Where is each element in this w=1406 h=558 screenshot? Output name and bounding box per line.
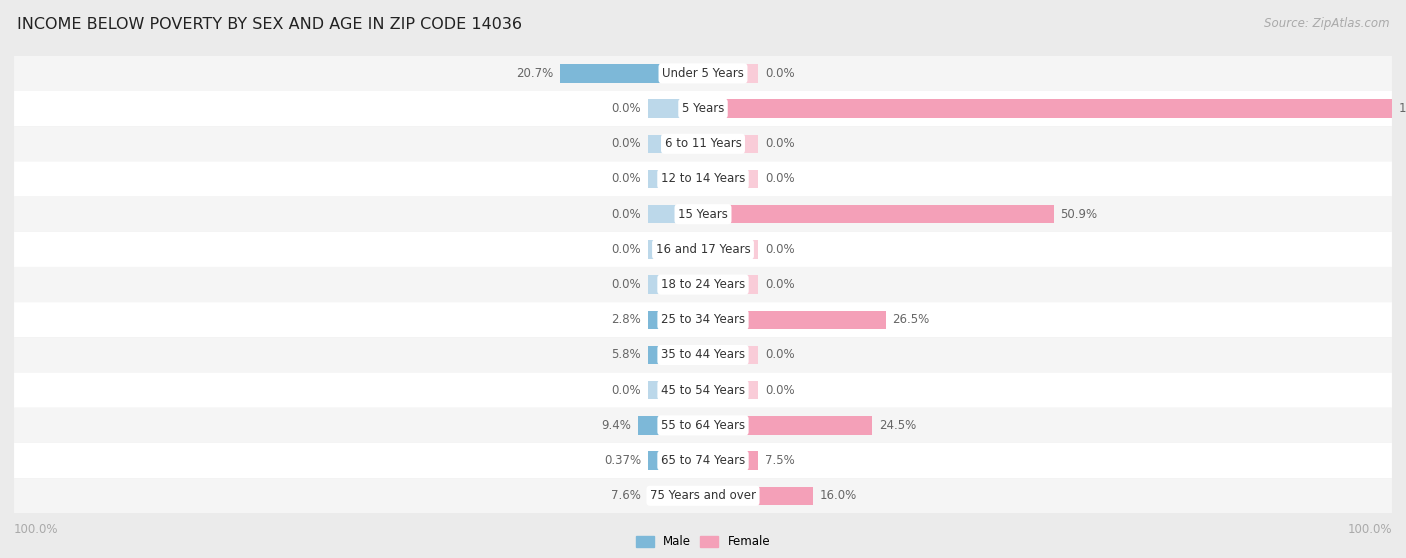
Bar (703, 381, 758, 400)
Text: 100.0%: 100.0% (14, 523, 59, 536)
Bar (703, 311, 886, 329)
Bar (648, 276, 703, 294)
Text: 100.0%: 100.0% (1347, 523, 1392, 536)
Bar (703, 416, 872, 435)
Text: 0.0%: 0.0% (612, 208, 641, 220)
Bar (648, 240, 703, 258)
Text: 0.0%: 0.0% (765, 384, 794, 397)
Text: 25 to 34 Years: 25 to 34 Years (661, 313, 745, 326)
Bar (638, 416, 703, 435)
Text: 20.7%: 20.7% (516, 67, 554, 80)
FancyBboxPatch shape (14, 443, 1392, 478)
FancyBboxPatch shape (14, 232, 1392, 267)
FancyBboxPatch shape (14, 56, 1392, 91)
Text: Source: ZipAtlas.com: Source: ZipAtlas.com (1264, 17, 1389, 30)
Bar (703, 170, 758, 188)
Text: 12 to 14 Years: 12 to 14 Years (661, 172, 745, 185)
Text: Under 5 Years: Under 5 Years (662, 67, 744, 80)
Bar (648, 311, 703, 329)
Text: 0.0%: 0.0% (765, 349, 794, 362)
Text: 18 to 24 Years: 18 to 24 Years (661, 278, 745, 291)
FancyBboxPatch shape (14, 161, 1392, 196)
FancyBboxPatch shape (14, 408, 1392, 443)
Bar (648, 381, 703, 400)
Text: 55 to 64 Years: 55 to 64 Years (661, 419, 745, 432)
Text: 0.0%: 0.0% (612, 102, 641, 115)
Bar (703, 240, 758, 258)
Bar (561, 64, 703, 83)
Text: 0.0%: 0.0% (612, 243, 641, 256)
Text: 7.6%: 7.6% (612, 489, 641, 502)
Text: 45 to 54 Years: 45 to 54 Years (661, 384, 745, 397)
Bar (703, 99, 1392, 118)
Bar (648, 451, 703, 470)
Bar (648, 134, 703, 153)
Text: 5 Years: 5 Years (682, 102, 724, 115)
Text: 26.5%: 26.5% (893, 313, 929, 326)
Legend: Male, Female: Male, Female (631, 531, 775, 553)
Text: 5.8%: 5.8% (612, 349, 641, 362)
Text: 0.0%: 0.0% (765, 137, 794, 150)
Text: 50.9%: 50.9% (1060, 208, 1098, 220)
Text: 0.0%: 0.0% (765, 243, 794, 256)
Text: INCOME BELOW POVERTY BY SEX AND AGE IN ZIP CODE 14036: INCOME BELOW POVERTY BY SEX AND AGE IN Z… (17, 17, 522, 32)
FancyBboxPatch shape (14, 196, 1392, 232)
Text: 9.4%: 9.4% (602, 419, 631, 432)
FancyBboxPatch shape (14, 338, 1392, 373)
Text: 0.0%: 0.0% (612, 172, 641, 185)
Bar (648, 487, 703, 505)
Bar (703, 64, 758, 83)
Bar (703, 134, 758, 153)
Text: 0.0%: 0.0% (612, 278, 641, 291)
Bar (703, 276, 758, 294)
FancyBboxPatch shape (14, 302, 1392, 338)
Text: 0.0%: 0.0% (765, 67, 794, 80)
FancyBboxPatch shape (14, 478, 1392, 513)
FancyBboxPatch shape (14, 267, 1392, 302)
Bar (648, 205, 703, 223)
FancyBboxPatch shape (14, 373, 1392, 408)
FancyBboxPatch shape (14, 126, 1392, 161)
Text: 0.37%: 0.37% (603, 454, 641, 467)
Text: 24.5%: 24.5% (879, 419, 915, 432)
Bar (648, 99, 703, 118)
Bar (703, 487, 813, 505)
Text: 100.0%: 100.0% (1399, 102, 1406, 115)
Text: 2.8%: 2.8% (612, 313, 641, 326)
Text: 7.5%: 7.5% (765, 454, 794, 467)
Text: 35 to 44 Years: 35 to 44 Years (661, 349, 745, 362)
Text: 0.0%: 0.0% (765, 278, 794, 291)
FancyBboxPatch shape (14, 91, 1392, 126)
Bar (703, 346, 758, 364)
Text: 0.0%: 0.0% (765, 172, 794, 185)
Bar (703, 451, 758, 470)
Text: 0.0%: 0.0% (612, 384, 641, 397)
Bar (648, 346, 703, 364)
Text: 75 Years and over: 75 Years and over (650, 489, 756, 502)
Text: 16 and 17 Years: 16 and 17 Years (655, 243, 751, 256)
Text: 16.0%: 16.0% (820, 489, 858, 502)
Text: 6 to 11 Years: 6 to 11 Years (665, 137, 741, 150)
Bar (703, 205, 1053, 223)
Bar (648, 170, 703, 188)
Text: 0.0%: 0.0% (612, 137, 641, 150)
Text: 65 to 74 Years: 65 to 74 Years (661, 454, 745, 467)
Text: 15 Years: 15 Years (678, 208, 728, 220)
